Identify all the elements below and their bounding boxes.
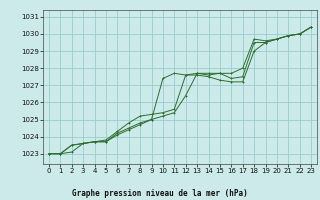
Text: Graphe pression niveau de la mer (hPa): Graphe pression niveau de la mer (hPa) bbox=[72, 189, 248, 198]
